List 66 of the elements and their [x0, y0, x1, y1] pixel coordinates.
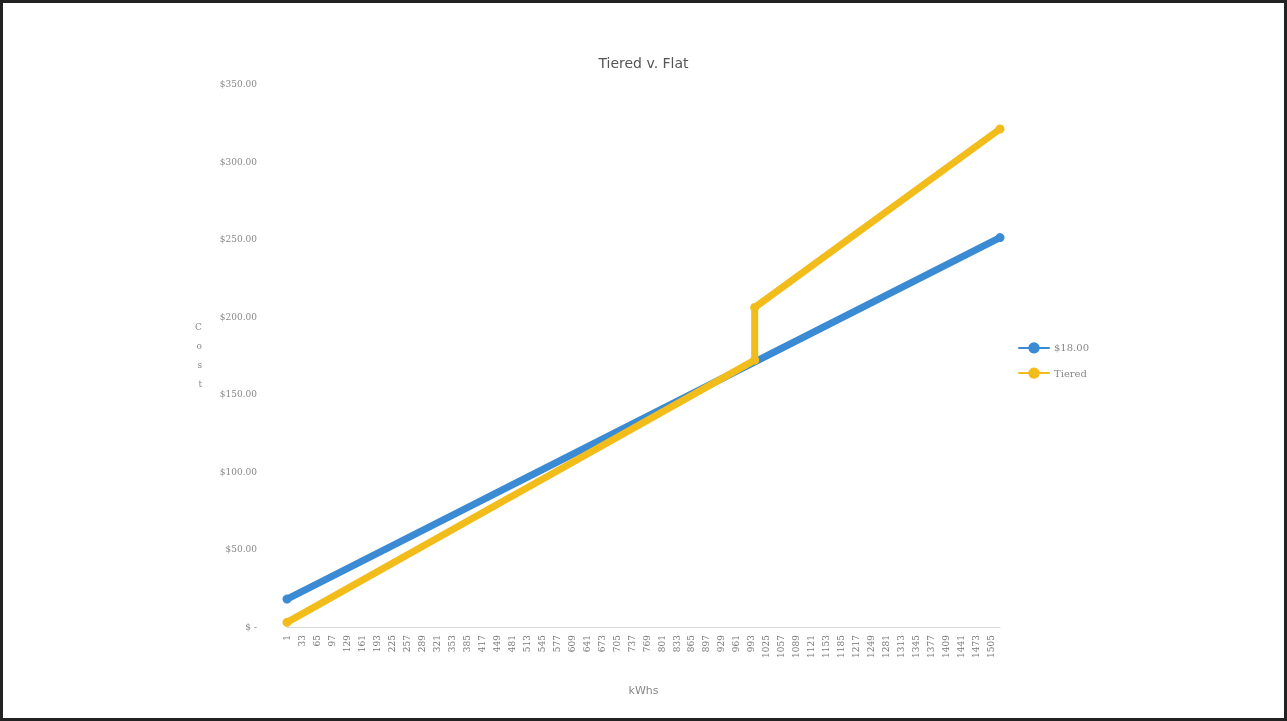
x-tick-label: 1249 [866, 634, 877, 658]
x-tick-label: 65 [311, 634, 322, 647]
x-tick-label: 897 [701, 634, 712, 653]
y-tick-label: $50.00 [225, 544, 258, 555]
x-axis-title: kWhs [628, 684, 659, 697]
y-tick-label: $350.00 [219, 79, 258, 89]
y-tick-label: $200.00 [219, 311, 258, 322]
x-tick-label: 353 [446, 634, 457, 653]
x-tick-label: 321 [431, 635, 442, 653]
y-tick-label: $150.00 [219, 389, 258, 400]
point [750, 302, 760, 312]
x-tick-label: 865 [686, 634, 697, 653]
x-tick-label: 385 [461, 634, 472, 653]
chart-title: Tiered v. Flat [597, 55, 690, 71]
x-tick-label: 609 [566, 634, 577, 653]
y-tick-label: $ - [245, 622, 257, 632]
x-tick-label: 1185 [836, 634, 847, 658]
point [282, 617, 292, 627]
x-tick-label: 769 [641, 634, 652, 653]
x-tick-label: 481 [506, 635, 517, 653]
point [995, 233, 1005, 243]
x-tick-label: 1153 [821, 634, 832, 658]
x-tick-label: 1057 [776, 634, 787, 658]
x-tick-label: 1025 [761, 634, 772, 658]
x-tick-label: 929 [716, 634, 727, 653]
x-tick-label: 961 [731, 635, 742, 653]
x-tick-label: 1217 [851, 634, 862, 658]
x-tick-label: 1089 [791, 634, 802, 658]
x-tick-label: 1 [282, 635, 292, 641]
point [995, 124, 1005, 134]
x-tick-label: 705 [611, 634, 622, 653]
x-tick-label: 1345 [911, 634, 922, 658]
x-tick-label: 1505 [986, 634, 997, 658]
x-tick-label: 193 [371, 634, 382, 653]
x-tick-label: 545 [536, 634, 547, 653]
x-tick-label: 449 [491, 634, 502, 653]
x-tick-label: 417 [476, 634, 487, 653]
x-tick-label: 1313 [896, 634, 907, 658]
legend-label: Tiered [1054, 367, 1088, 379]
x-tick-label: 289 [416, 634, 427, 653]
y-axis-title: Cost [195, 322, 203, 389]
x-tick-label: 257 [401, 634, 412, 653]
legend-label: $18.00 [1054, 342, 1090, 354]
x-tick-label: 1121 [806, 635, 817, 658]
x-tick-label: 1473 [971, 634, 982, 658]
y-tick-label: $300.00 [219, 156, 258, 167]
x-tick-label: 161 [356, 635, 367, 653]
x-tick-label: 129 [341, 634, 352, 653]
x-tick-label: 801 [656, 635, 667, 653]
x-tick-label: 641 [581, 635, 592, 653]
x-tick-label: 1377 [926, 634, 937, 658]
x-tick-label: 1441 [956, 635, 967, 658]
x-tick-label: 993 [746, 634, 757, 653]
y-tick-label: $250.00 [219, 234, 258, 245]
x-tick-label: 1409 [941, 634, 952, 658]
x-tick-label: 737 [626, 634, 637, 653]
x-tick-label: 33 [296, 634, 307, 647]
x-tick-label: 673 [596, 634, 607, 653]
point [282, 594, 292, 604]
x-tick-label: 577 [551, 634, 562, 653]
x-tick-label: 97 [326, 634, 337, 647]
x-tick-label: 225 [386, 634, 397, 653]
y-tick-label: $100.00 [219, 466, 258, 477]
x-tick-label: 513 [521, 634, 532, 653]
x-tick-label: 1281 [881, 635, 892, 658]
x-tick-label: 833 [671, 634, 682, 653]
